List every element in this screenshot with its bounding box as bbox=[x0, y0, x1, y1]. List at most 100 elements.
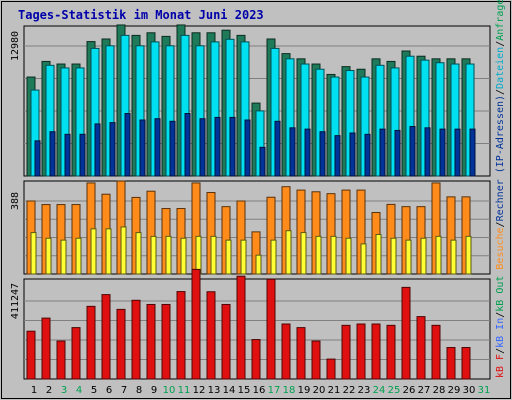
bar-requests-rechner-day-8 bbox=[139, 119, 146, 177]
x-tick-label: 29 bbox=[448, 385, 461, 396]
x-tick-label: 9 bbox=[151, 385, 157, 396]
legend-item: / bbox=[495, 89, 506, 95]
x-tick-label: 23 bbox=[358, 385, 371, 396]
x-tick-label: 1 bbox=[31, 385, 37, 396]
bar-kbytes-kb-day-21 bbox=[326, 358, 336, 380]
bar-requests-rechner-day-6 bbox=[109, 122, 116, 177]
bar-visits-rechner-day-19 bbox=[300, 232, 307, 275]
legend-item: Rechner (IP-Adressen) bbox=[495, 95, 506, 221]
bar-kbytes-kb-day-22 bbox=[341, 324, 351, 380]
bar-kbytes-kb-day-9 bbox=[146, 303, 156, 380]
bar-visits-rechner-day-1 bbox=[30, 232, 37, 275]
bar-kbytes-kb-day-12 bbox=[191, 268, 201, 380]
bar-visits-rechner-day-25 bbox=[390, 237, 397, 275]
x-tick-label: 19 bbox=[298, 385, 311, 396]
x-tick-label: 6 bbox=[106, 385, 112, 396]
x-tick-label: 8 bbox=[136, 385, 142, 396]
bar-kbytes-kb-day-26 bbox=[401, 286, 411, 380]
bar-kbytes-kb-day-18 bbox=[281, 323, 291, 380]
legend-item: kB In bbox=[495, 318, 506, 348]
bar-requests-rechner-day-20 bbox=[319, 131, 326, 177]
bar-kbytes-kb-day-15 bbox=[236, 275, 246, 380]
x-tick-label: 7 bbox=[121, 385, 127, 396]
bar-requests-rechner-day-11 bbox=[184, 113, 191, 177]
bar-requests-rechner-day-28 bbox=[439, 128, 446, 177]
x-tick-label: 21 bbox=[328, 385, 341, 396]
bar-requests-rechner-day-24 bbox=[379, 128, 386, 177]
bar-visits-rechner-day-8 bbox=[135, 232, 142, 275]
bar-requests-rechner-day-2 bbox=[49, 131, 56, 177]
y-axis-max-label: 12980 bbox=[10, 31, 21, 61]
bar-requests-rechner-day-16 bbox=[259, 146, 266, 177]
x-tick-label: 27 bbox=[418, 385, 431, 396]
bar-kbytes-kb-day-10 bbox=[161, 303, 171, 380]
bar-kbytes-kb-day-11 bbox=[176, 291, 186, 380]
x-tick-label: 14 bbox=[223, 385, 236, 396]
chart-title: Tages-Statistik im Monat Juni 2023 bbox=[18, 8, 264, 22]
x-tick-label: 24 bbox=[373, 385, 386, 396]
legend-item: kB Out bbox=[495, 276, 506, 312]
bar-kbytes-kb-day-4 bbox=[71, 327, 81, 380]
bar-visits-rechner-day-3 bbox=[60, 239, 67, 275]
y-axis-max-label: 388 bbox=[10, 192, 21, 210]
bar-visits-rechner-day-30 bbox=[465, 235, 472, 275]
bar-kbytes-kb-day-30 bbox=[461, 347, 471, 380]
x-axis-tick-labels: 1 2 3 4 5 6 7 8 9 10 11 12 13 14 15 16 17 18 19 20 21 22 23 24 2… bbox=[31, 385, 491, 396]
x-tick-label: 20 bbox=[313, 385, 326, 396]
legend-item: / bbox=[495, 348, 506, 354]
panel-visits: 388 bbox=[10, 180, 491, 275]
bar-requests-rechner-day-21 bbox=[334, 135, 341, 177]
bar-kbytes-kb-day-20 bbox=[311, 340, 321, 380]
bar-visits-rechner-day-10 bbox=[165, 235, 172, 275]
bar-visits-rechner-day-2 bbox=[45, 237, 52, 275]
legend-text: kB F/kB In/kB Out Besuche/Rechner (IP-Ad… bbox=[495, 0, 506, 378]
bar-visits-rechner-day-13 bbox=[210, 235, 217, 275]
bar-kbytes-kb-day-16 bbox=[251, 339, 261, 380]
bar-kbytes-kb-day-28 bbox=[431, 324, 441, 380]
bar-kbytes-kb-day-23 bbox=[356, 323, 366, 380]
bar-visits-rechner-day-9 bbox=[150, 235, 157, 275]
bar-visits-rechner-day-27 bbox=[420, 237, 427, 275]
x-tick-label: 11 bbox=[178, 385, 191, 396]
bar-requests-rechner-day-29 bbox=[454, 128, 461, 177]
x-tick-label: 18 bbox=[283, 385, 296, 396]
bar-kbytes-kb-day-17 bbox=[266, 278, 276, 380]
bar-visits-rechner-day-4 bbox=[75, 237, 82, 275]
x-tick-label: 12 bbox=[193, 385, 206, 396]
legend-item: Besuche bbox=[495, 227, 506, 275]
bar-requests-rechner-day-1 bbox=[34, 140, 41, 177]
bar-kbytes-kb-day-24 bbox=[371, 323, 381, 380]
bar-requests-rechner-day-30 bbox=[469, 128, 476, 177]
bar-visits-rechner-day-18 bbox=[285, 230, 292, 275]
bar-visits-rechner-day-29 bbox=[450, 239, 457, 275]
bar-kbytes-kb-day-2 bbox=[41, 317, 51, 380]
bar-kbytes-kb-day-13 bbox=[206, 291, 216, 380]
x-tick-label: 15 bbox=[238, 385, 251, 396]
bar-kbytes-kb-day-1 bbox=[26, 330, 36, 380]
bar-requests-rechner-day-15 bbox=[244, 119, 251, 177]
bar-visits-rechner-day-26 bbox=[405, 239, 412, 275]
bar-requests-rechner-day-13 bbox=[214, 116, 221, 177]
bar-kbytes-kb-day-5 bbox=[86, 305, 96, 380]
bar-kbytes-kb-day-14 bbox=[221, 303, 231, 380]
x-tick-label: 17 bbox=[268, 385, 281, 396]
bar-visits-rechner-day-24 bbox=[375, 233, 382, 275]
bar-visits-rechner-day-5 bbox=[90, 228, 97, 275]
x-tick-label: 16 bbox=[253, 385, 266, 396]
bar-visits-rechner-day-28 bbox=[435, 235, 442, 275]
bar-kbytes-kb-day-29 bbox=[446, 347, 456, 380]
x-tick-label: 3 bbox=[61, 385, 67, 396]
bar-kbytes-kb-day-7 bbox=[116, 308, 126, 380]
y-axis-max-label: 411247 bbox=[10, 283, 21, 319]
bar-requests-rechner-day-23 bbox=[364, 133, 371, 177]
bar-kbytes-kb-day-8 bbox=[131, 299, 141, 380]
bar-visits-rechner-day-21 bbox=[330, 235, 337, 275]
bar-requests-rechner-day-27 bbox=[424, 127, 431, 177]
bar-visits-rechner-day-23 bbox=[360, 243, 367, 275]
bar-requests-rechner-day-25 bbox=[394, 129, 401, 177]
bar-kbytes-kb-day-19 bbox=[296, 327, 306, 380]
panel-kbytes: 411247 bbox=[10, 268, 491, 380]
bar-kbytes-kb-day-6 bbox=[101, 294, 111, 380]
x-tick-label: 13 bbox=[208, 385, 221, 396]
